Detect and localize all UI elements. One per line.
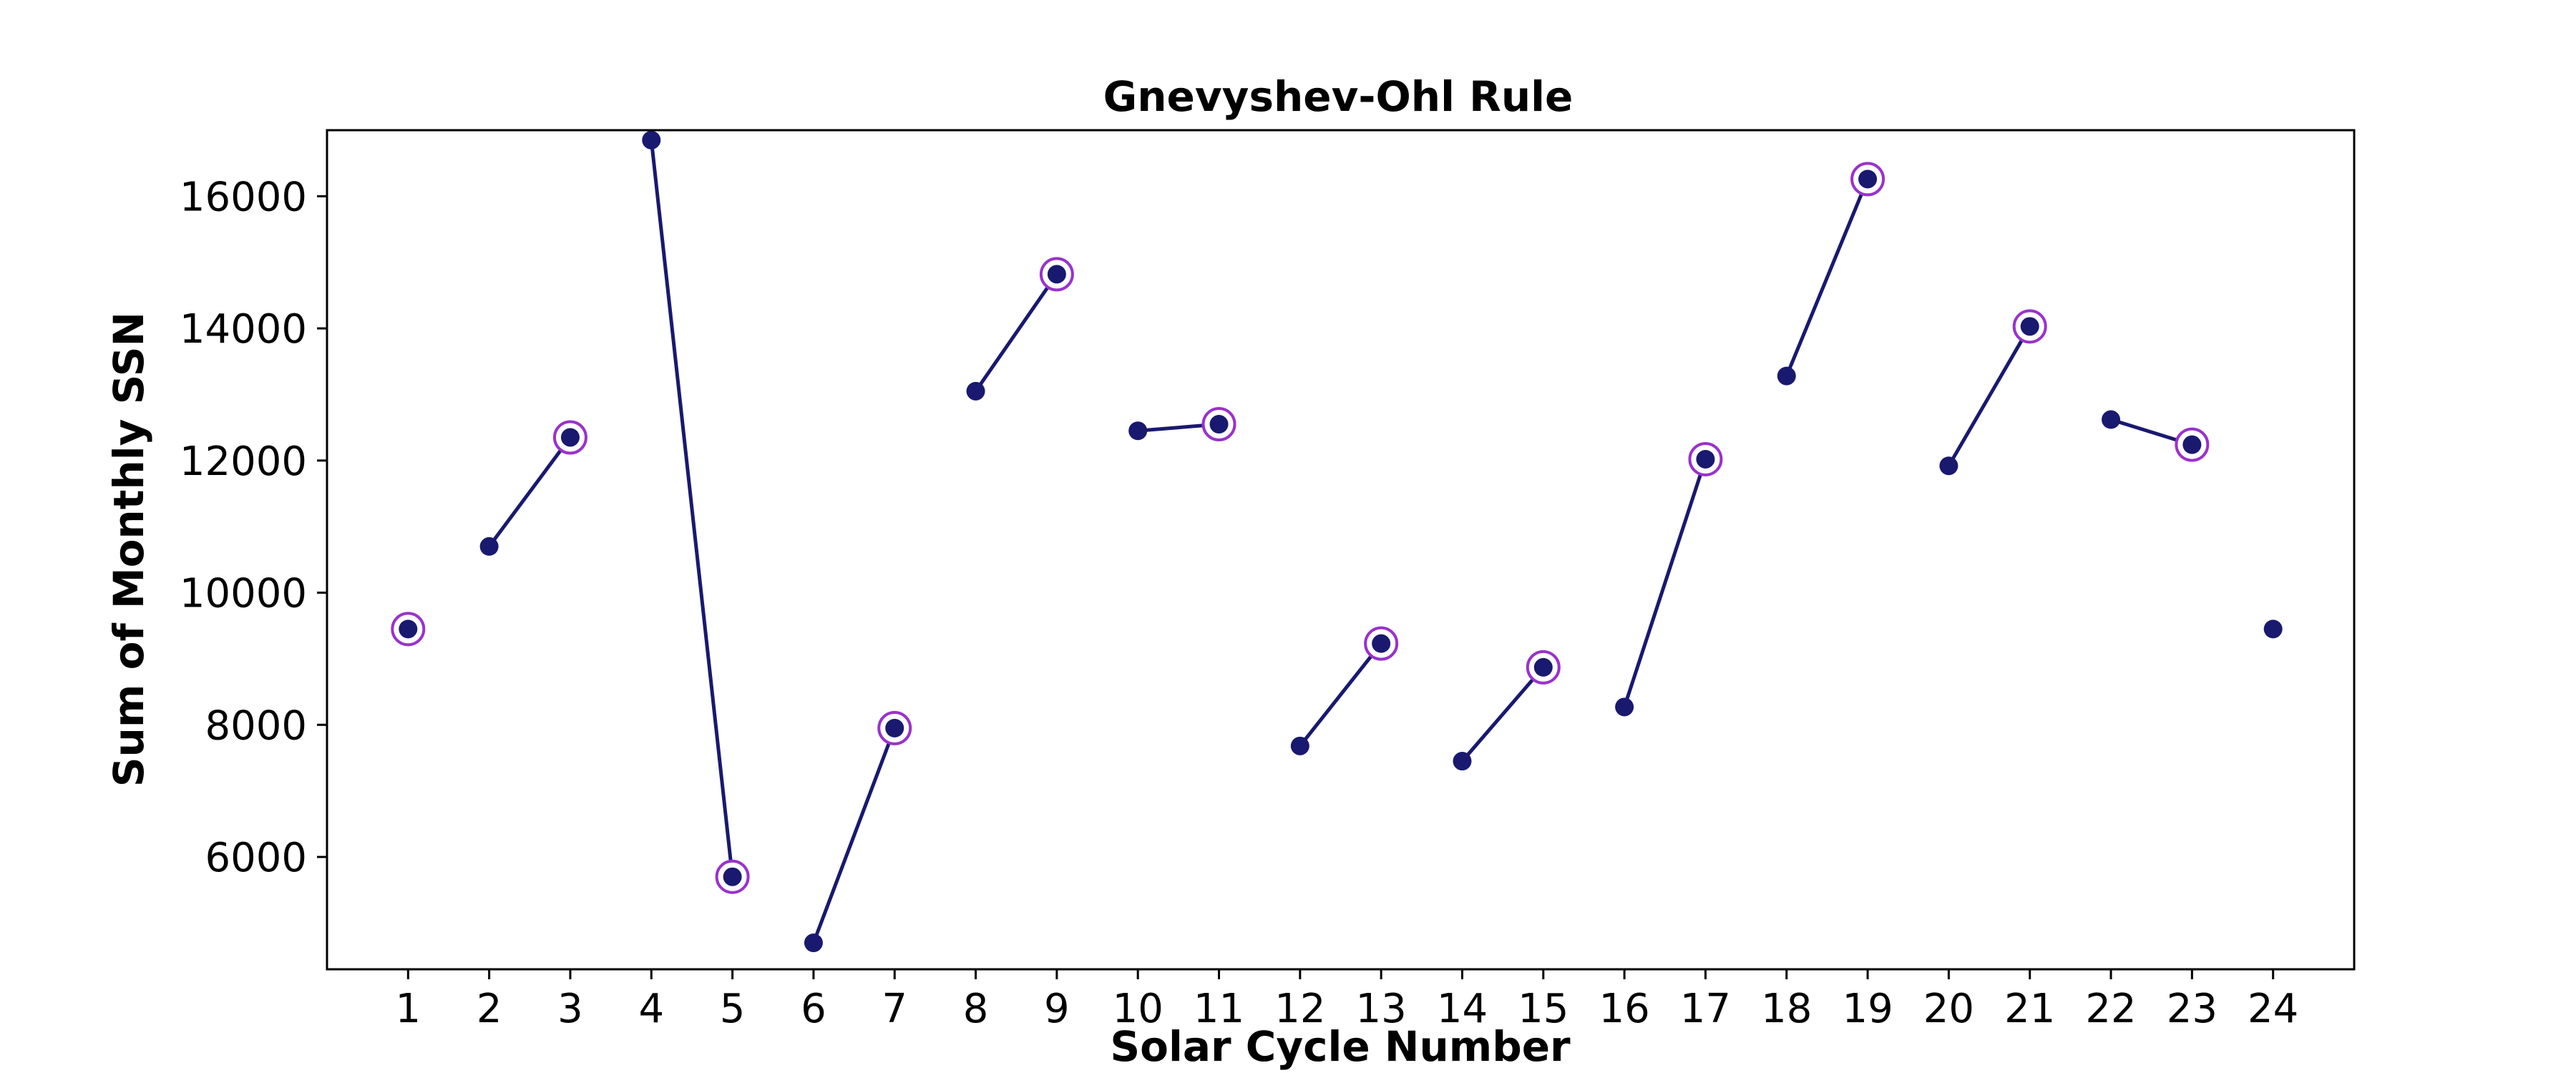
y-tick-label: 6000 bbox=[205, 835, 307, 881]
y-tick-label: 14000 bbox=[180, 306, 307, 353]
data-point-12 bbox=[1290, 736, 1309, 755]
data-point-3 bbox=[560, 428, 580, 447]
data-point-23 bbox=[2182, 435, 2202, 454]
x-tick-label: 18 bbox=[1761, 986, 1812, 1032]
data-point-9 bbox=[1047, 265, 1066, 284]
data-point-17 bbox=[1696, 449, 1715, 469]
x-tick-label: 16 bbox=[1599, 986, 1649, 1032]
y-tick-label: 10000 bbox=[180, 571, 307, 617]
x-tick-label: 3 bbox=[557, 986, 583, 1032]
data-point-15 bbox=[1533, 657, 1553, 677]
pair-line-6-7 bbox=[811, 727, 897, 944]
x-tick-label: 24 bbox=[2248, 986, 2298, 1032]
x-tick-label: 6 bbox=[801, 986, 826, 1032]
x-tick-label: 15 bbox=[1518, 986, 1568, 1032]
pair-line-8-9 bbox=[974, 273, 1058, 393]
x-tick-label: 8 bbox=[963, 986, 989, 1032]
pair-line-16-17 bbox=[1622, 459, 1707, 708]
data-point-24 bbox=[2263, 619, 2283, 639]
y-axis-label: Sum of Monthly SSN bbox=[104, 312, 153, 787]
data-point-22 bbox=[2102, 410, 2121, 429]
axis-ticks: 1 2 3 4 5 6 7 8 9 10 11 12 13 14 15 16 17 18 19 20 21 22 23 246… bbox=[180, 174, 2298, 1032]
x-tick-label: 4 bbox=[638, 986, 664, 1032]
data-point-2 bbox=[479, 536, 499, 556]
x-tick-label: 19 bbox=[1842, 986, 1893, 1032]
x-tick-label: 20 bbox=[1923, 986, 1974, 1032]
pair-line-12-13 bbox=[1298, 642, 1383, 748]
data-point-21 bbox=[2020, 317, 2039, 336]
pair-line-4-5 bbox=[649, 139, 735, 877]
x-tick-label: 14 bbox=[1437, 986, 1488, 1032]
x-tick-label: 2 bbox=[477, 986, 502, 1032]
x-tick-label: 12 bbox=[1274, 986, 1325, 1032]
x-tick-label: 10 bbox=[1113, 986, 1163, 1032]
pair-line-18-19 bbox=[1785, 178, 1870, 377]
y-tick-label: 16000 bbox=[180, 174, 307, 220]
x-tick-label: 11 bbox=[1194, 986, 1244, 1032]
data-point-6 bbox=[804, 934, 823, 953]
data-point-4 bbox=[642, 130, 661, 150]
data-point-10 bbox=[1128, 421, 1148, 441]
data-point-20 bbox=[1939, 456, 1958, 476]
pair-line-20-21 bbox=[1947, 325, 2031, 467]
x-tick-label: 5 bbox=[720, 986, 746, 1032]
data-point-19 bbox=[1858, 170, 1878, 189]
x-axis-label: Solar Cycle Number bbox=[1110, 1022, 1571, 1071]
data-point-11 bbox=[1209, 415, 1229, 434]
x-tick-label: 1 bbox=[395, 986, 421, 1032]
data-point-1 bbox=[399, 619, 418, 639]
x-tick-label: 17 bbox=[1680, 986, 1731, 1032]
x-tick-label: 13 bbox=[1356, 986, 1407, 1032]
data-point-8 bbox=[966, 381, 985, 401]
x-tick-label: 9 bbox=[1044, 986, 1070, 1032]
plot-frame bbox=[326, 129, 2356, 971]
y-tick-label: 8000 bbox=[205, 702, 307, 749]
data-point-5 bbox=[723, 867, 742, 886]
data-point-13 bbox=[1372, 634, 1391, 653]
pair-line-14-15 bbox=[1460, 666, 1545, 763]
data-point-7 bbox=[885, 718, 904, 738]
chart-title: Gnevyshev-Ohl Rule bbox=[1103, 72, 1574, 121]
plot-area bbox=[391, 130, 2283, 953]
x-tick-label: 23 bbox=[2167, 986, 2218, 1032]
pair-line-2-3 bbox=[487, 436, 572, 548]
x-tick-label: 7 bbox=[882, 986, 907, 1032]
x-tick-label: 21 bbox=[2004, 986, 2055, 1032]
y-tick-label: 12000 bbox=[180, 438, 307, 485]
data-point-18 bbox=[1777, 366, 1796, 386]
data-point-16 bbox=[1615, 697, 1634, 717]
x-tick-label: 22 bbox=[2085, 986, 2136, 1032]
data-point-14 bbox=[1453, 752, 1472, 771]
